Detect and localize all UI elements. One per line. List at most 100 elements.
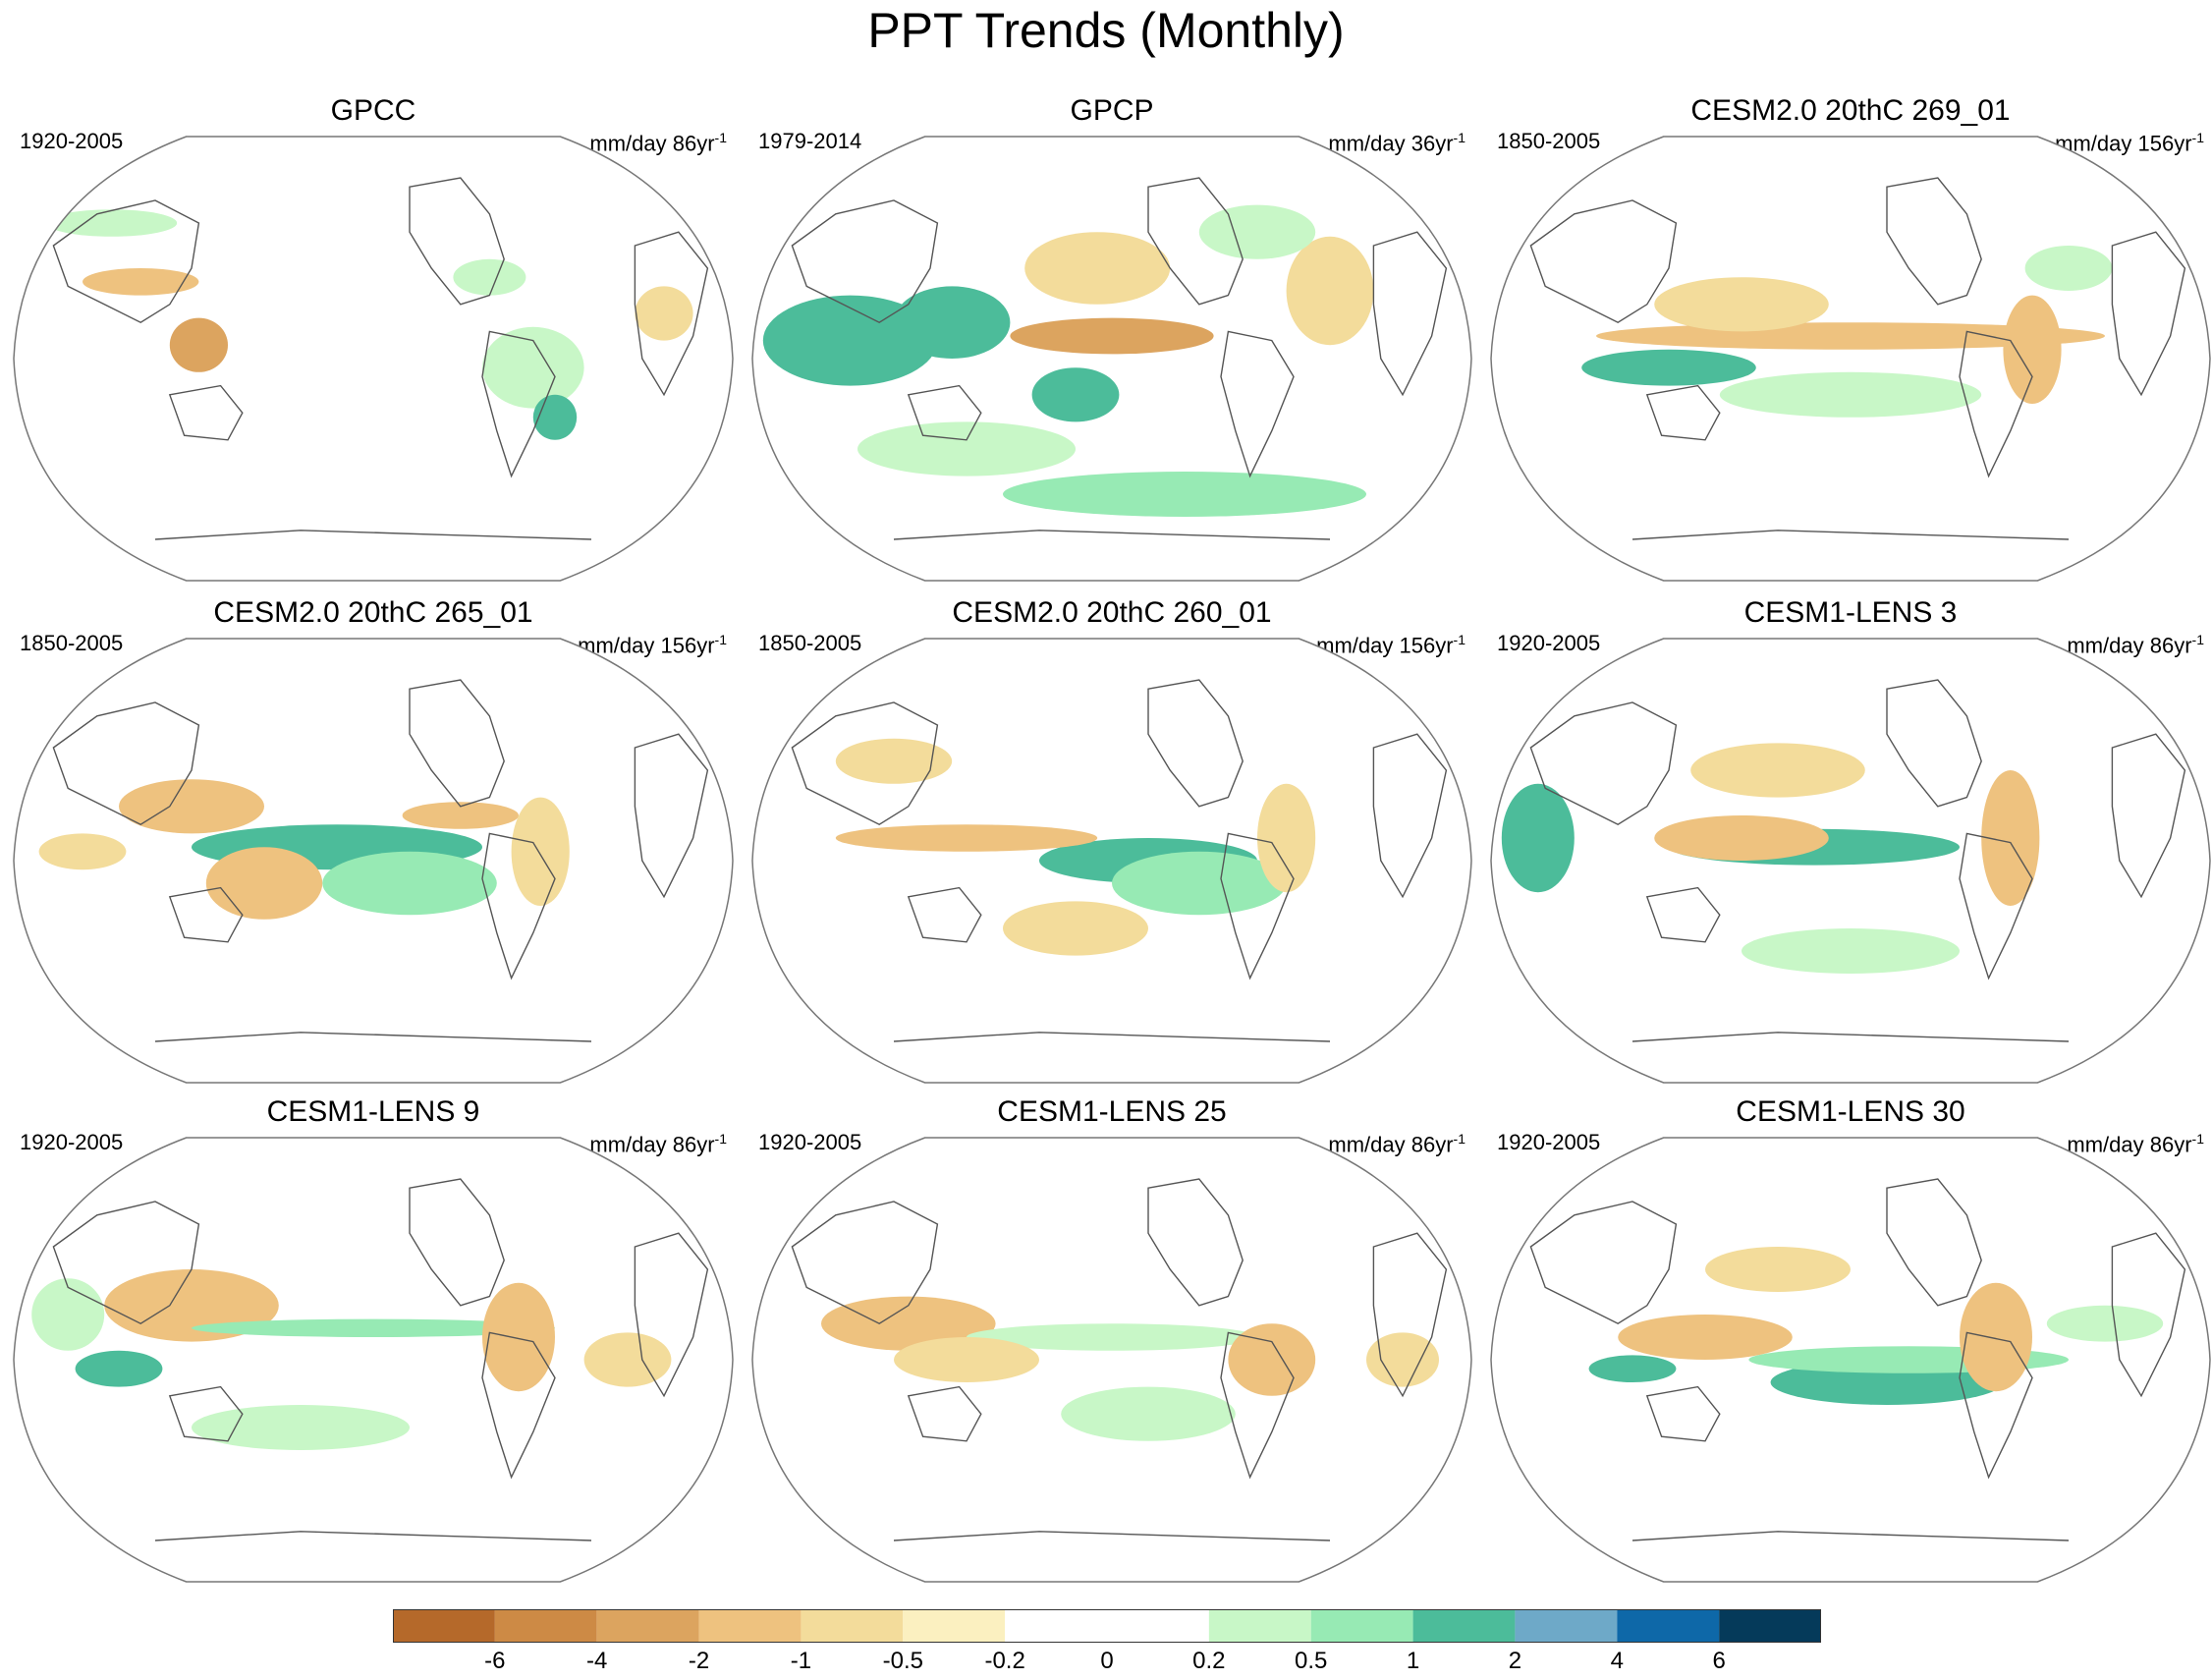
trend-region [835, 824, 1098, 852]
map-panel: CESM2.0 20thC 269_01 1850-2005 mm/day 156y… [1487, 93, 2212, 585]
panel-units: mm/day 86yr-1 [589, 125, 727, 156]
panel-period: 1850-2005 [20, 631, 124, 655]
world-map [13, 638, 734, 1084]
coastline [907, 1385, 982, 1442]
colorbar-tick-label: 6 [1712, 1648, 1726, 1674]
coastline [893, 1032, 1331, 1042]
trend-region [1654, 277, 1829, 332]
trend-region [192, 1405, 410, 1450]
panel-units-text: mm/day 156yr [2055, 131, 2192, 156]
world-map [1490, 1137, 2211, 1583]
world-map [751, 638, 1472, 1084]
trend-region [1654, 815, 1829, 861]
coastline [1645, 1385, 1721, 1442]
coastline [1372, 231, 1448, 397]
panel-period: 1920-2005 [20, 129, 124, 153]
trend-region [532, 394, 578, 440]
colorbar-swatch [1208, 1609, 1311, 1643]
coastline [154, 530, 592, 540]
panel-units: mm/day 36yr-1 [1328, 125, 1465, 156]
trend-region [1719, 371, 1982, 418]
coastline [1631, 1531, 2070, 1541]
panel-units-exponent: -1 [714, 130, 727, 145]
panel-period: 1850-2005 [758, 631, 862, 655]
map-border [751, 638, 1472, 1084]
trend-region [821, 1296, 996, 1351]
trend-region [894, 1337, 1039, 1382]
panel-units-text: mm/day 86yr [1328, 1132, 1454, 1157]
colorbar-swatch [698, 1609, 802, 1643]
panel-period: 1850-2005 [1497, 129, 1601, 153]
colorbar-swatch [1107, 1609, 1209, 1643]
coastline [1645, 384, 1721, 441]
trend-region [1286, 236, 1374, 346]
map-border [751, 1137, 1472, 1583]
trend-region [1690, 743, 1865, 798]
coastline [634, 733, 709, 899]
panel-title: CESM1-LENS 25 [997, 1095, 1227, 1128]
trend-region [835, 738, 953, 784]
map-panel: CESM1-LENS 3 1920-2005 mm/day 86yr-1 [1487, 595, 2212, 1087]
colorbar-tick-label: -0.2 [984, 1648, 1025, 1674]
coastline [634, 231, 709, 397]
coastline [1529, 199, 1678, 324]
coastline [1886, 679, 1982, 808]
trend-region [75, 1350, 163, 1387]
panel-units: mm/day 86yr-1 [1328, 1126, 1465, 1157]
colorbar-tick-label: -0.5 [882, 1648, 923, 1674]
panel-units: mm/day 86yr-1 [2067, 1126, 2204, 1157]
coastline [168, 886, 244, 943]
colorbar-swatch [1515, 1609, 1618, 1643]
coastline [154, 1531, 592, 1541]
trend-region [1061, 1386, 1236, 1441]
panel-units: mm/day 86yr-1 [2067, 627, 2204, 658]
coastline [907, 886, 982, 943]
trend-region [1198, 204, 1316, 259]
trend-region [857, 421, 1076, 476]
panel-units-exponent: -1 [1453, 130, 1465, 145]
panel-units-text: mm/day 156yr [578, 633, 715, 658]
panel-title: CESM1-LENS 9 [266, 1095, 480, 1128]
coastline [791, 701, 939, 826]
trend-region [2046, 1305, 2164, 1342]
panel-units-text: mm/day 86yr [589, 1132, 715, 1157]
map-border [751, 136, 1472, 582]
coastline [791, 199, 939, 324]
coastline [893, 530, 1331, 540]
trend-region [38, 833, 127, 870]
trend-region [894, 286, 1011, 359]
colorbar-tick-label: 1 [1406, 1648, 1420, 1674]
colorbar [393, 1609, 1821, 1643]
coastline [2111, 733, 2186, 899]
coastline [1220, 1331, 1295, 1480]
panel-period: 1920-2005 [1497, 631, 1601, 655]
coastline [1959, 1331, 2033, 1480]
trend-region [1024, 232, 1171, 305]
coastline [1220, 330, 1295, 478]
panel-units-text: mm/day 86yr [589, 131, 715, 156]
colorbar-tick-label: -4 [586, 1648, 608, 1674]
colorbar-tick-label: 0 [1100, 1648, 1114, 1674]
world-map [751, 1137, 1472, 1583]
trend-region [1618, 1315, 1793, 1360]
trend-region [482, 326, 584, 409]
trend-region [205, 847, 323, 920]
colorbar-tick-label: -1 [790, 1648, 812, 1674]
panel-units: mm/day 156yr-1 [2055, 125, 2204, 156]
colorbar-swatch [801, 1609, 904, 1643]
panel-units-text: mm/day 36yr [1328, 131, 1454, 156]
map-panel: CESM2.0 20thC 260_01 1850-2005 mm/day 156y… [748, 595, 1475, 1087]
panel-title: CESM2.0 20thC 265_01 [213, 596, 533, 629]
panel-units-exponent: -1 [1453, 1131, 1465, 1147]
world-map [1490, 638, 2211, 1084]
coastline [907, 384, 982, 441]
coastline [1959, 330, 2033, 478]
colorbar-swatch [596, 1609, 699, 1643]
coastline [893, 1531, 1331, 1541]
map-panel: GPCP 1979-2014 mm/day 36yr-1 [748, 93, 1475, 585]
trend-region [1010, 317, 1214, 355]
panel-units: mm/day 156yr-1 [1316, 627, 1465, 658]
coastline [1220, 832, 1295, 980]
map-border [13, 1137, 734, 1583]
map-panel: CESM1-LENS 30 1920-2005 mm/day 86yr-1 [1487, 1094, 2212, 1586]
